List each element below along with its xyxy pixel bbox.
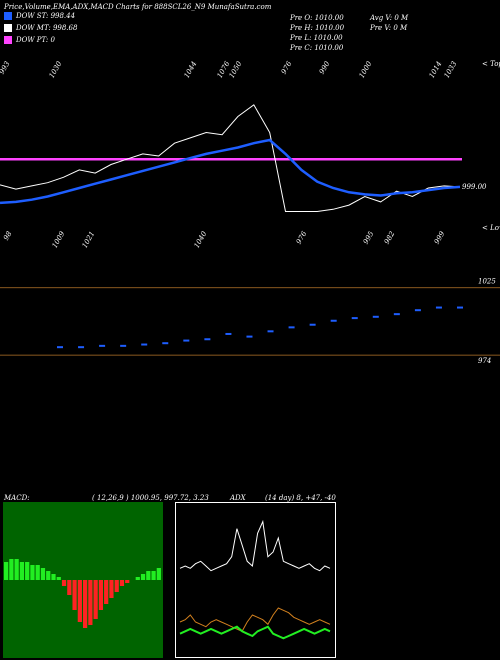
low-label: 1021	[81, 230, 97, 249]
macd-params: ( 12,26,9 ) 1000.95, 997.72, 3.23	[92, 494, 209, 502]
top-label: 1044	[183, 60, 199, 79]
macd-bar	[25, 562, 30, 580]
low-label: 995	[362, 230, 376, 246]
macd-bar	[46, 571, 51, 580]
info-text: Pre O: 1010.00	[289, 14, 344, 22]
info-text: Pre H: 1010.00	[289, 24, 345, 32]
adx-name: ADX	[229, 494, 247, 502]
macd-bar	[51, 574, 56, 580]
macd-bar	[40, 568, 46, 580]
macd-bar	[104, 580, 109, 604]
macd-bar	[135, 577, 140, 580]
info-text: Avg V: 0 M	[369, 14, 409, 22]
legend-swatch	[4, 36, 12, 44]
low-label: 976	[295, 230, 309, 246]
legend-label: DOW MT: 998.68	[15, 24, 78, 32]
adx-line	[179, 607, 331, 632]
macd-bar	[83, 580, 88, 628]
macd-bar	[125, 580, 130, 583]
info-text: Pre V: 0 M	[369, 24, 408, 32]
top-label: 976	[280, 60, 294, 76]
macd-bar	[98, 580, 104, 610]
candle	[372, 315, 379, 318]
top-label: 1050	[228, 60, 244, 80]
macd-bar	[30, 565, 35, 580]
candle	[288, 326, 295, 329]
candle	[141, 343, 148, 346]
tops-label: < Tops	[482, 60, 500, 68]
macd-bar	[67, 580, 72, 595]
candle	[99, 344, 106, 347]
macd-bar	[77, 580, 82, 622]
macd-bar	[14, 559, 19, 580]
candle	[183, 339, 190, 342]
info-text: Pre C: 1010.00	[289, 44, 344, 52]
macd-bar	[35, 565, 40, 580]
macd-bar	[61, 580, 67, 586]
candle	[162, 342, 169, 345]
info-text: Pre L: 1010.00	[289, 34, 343, 42]
candle	[330, 319, 337, 322]
macd-bar	[109, 580, 114, 598]
top-label: 1033	[443, 60, 459, 80]
chart-title: Price,Volume,EMA,ADX,MACD Charts for 888…	[3, 3, 272, 11]
top-label: 990	[318, 60, 332, 76]
legend-swatch	[4, 24, 12, 32]
candle	[309, 323, 316, 326]
top-label: 1014	[428, 60, 444, 79]
candle	[267, 330, 274, 333]
macd-bar	[88, 580, 93, 625]
lows-label: < Lows	[482, 224, 500, 232]
macd-bar	[151, 571, 156, 580]
low-label: 1040	[193, 230, 209, 250]
macd-name: MACD:	[3, 494, 30, 502]
adx-line	[179, 625, 331, 640]
macd-bar	[156, 568, 161, 580]
macd-bar	[146, 571, 151, 580]
price-line	[0, 138, 461, 205]
candle	[78, 346, 85, 349]
low-label: 1009	[51, 230, 67, 250]
candle	[57, 346, 63, 349]
top-label: 993	[0, 60, 12, 76]
candle	[120, 344, 127, 347]
macd-bar	[114, 580, 119, 592]
adx-params: (14 day) 8, +47, -40	[265, 494, 336, 502]
candle	[204, 338, 211, 341]
macd-bar	[140, 574, 146, 580]
macd-bar	[119, 580, 125, 586]
candle	[414, 309, 421, 312]
candle	[225, 332, 232, 335]
macd-bar	[4, 562, 9, 580]
candle	[246, 335, 253, 338]
low-label: 982	[383, 230, 397, 246]
price-line	[0, 104, 461, 212]
low-label: 98	[2, 230, 14, 242]
candle	[435, 306, 442, 309]
macd-bar	[93, 580, 98, 619]
top-label: 1000	[358, 60, 374, 80]
candle	[457, 306, 463, 309]
macd-bar	[56, 577, 61, 580]
legend-label: DOW PT: 0	[15, 36, 55, 44]
candle	[393, 313, 400, 316]
adx-line	[179, 519, 331, 572]
y-tick-label: 974	[478, 357, 491, 365]
legend-swatch	[4, 12, 12, 20]
y-tick-label: 999.00	[462, 183, 487, 191]
low-label: 999	[433, 230, 447, 246]
macd-bar	[72, 580, 77, 610]
y-tick-label: 1025	[478, 278, 496, 286]
legend-label: DOW ST: 998.44	[15, 12, 75, 20]
candle	[351, 317, 358, 320]
macd-bar	[19, 562, 25, 580]
top-label: 1030	[48, 60, 64, 80]
macd-bar	[9, 559, 14, 580]
